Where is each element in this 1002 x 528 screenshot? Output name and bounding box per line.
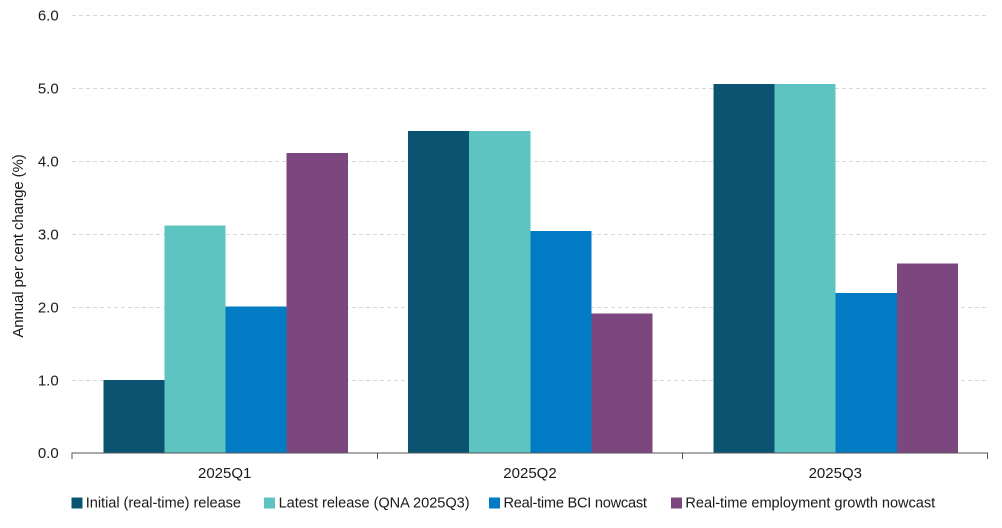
svg-text:5.0: 5.0: [38, 81, 59, 98]
svg-text:Annual per cent change (%): Annual per cent change (%): [10, 154, 27, 337]
svg-text:2025Q1: 2025Q1: [198, 465, 251, 482]
svg-text:Latest release (QNA 2025Q3): Latest release (QNA 2025Q3): [279, 495, 470, 511]
svg-text:2.0: 2.0: [38, 299, 59, 316]
svg-text:6.0: 6.0: [38, 8, 59, 25]
svg-text:0.0: 0.0: [38, 445, 59, 462]
svg-text:2025Q3: 2025Q3: [809, 465, 862, 482]
svg-text:1.0: 1.0: [38, 372, 59, 389]
svg-text:4.0: 4.0: [38, 154, 59, 171]
svg-text:Real-time BCI nowcast: Real-time BCI nowcast: [504, 495, 647, 511]
svg-text:Real-time employment growth no: Real-time employment growth nowcast: [685, 495, 935, 511]
svg-text:Initial (real-time) release: Initial (real-time) release: [86, 495, 241, 511]
svg-text:2025Q2: 2025Q2: [503, 465, 556, 482]
svg-text:3.0: 3.0: [38, 226, 59, 243]
